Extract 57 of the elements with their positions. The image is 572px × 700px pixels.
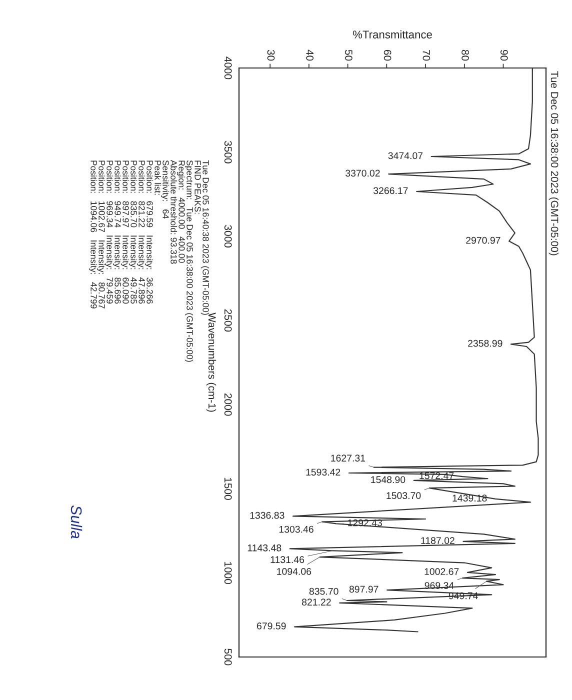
annotation: 1548.90 [371,476,406,484]
annotation: 1303.46 [279,526,314,533]
text: FIND PEAKS: [194,160,201,214]
x-tick-label: 60 [384,50,392,61]
text: Tue Dec 05 16:40:38 2023 (GMT-05:00) [200,160,210,315]
annotation: 1593.42 [306,468,340,476]
y-tick-label: 2000 [224,394,232,416]
annotation: 1439.18 [452,494,487,502]
text: Position: 1002.67 Intensity: 80.767 [96,160,106,308]
text: Position: 679.59 Intensity: 36.266 [144,160,154,304]
text: Spectrum: Tue Dec 05 16:38:00 2023 (GMT-05:00) [184,160,194,362]
x-tick-label: 40 [306,50,314,61]
annotation: 1131.46 [270,556,304,564]
text: Position: 897.97 Intensity: 60.090 [120,160,130,304]
text: Position: 835.70 Intensity: 49.785 [128,160,138,304]
text: Absolute threshold: 93.318 [170,160,178,264]
y-tick-label: 4000 [224,56,232,80]
annotation: 821.22 [302,598,331,606]
text: Position: 821.22 Intensity: 47.896 [136,160,146,304]
y-tick-label: 500 [224,648,232,666]
annotation: 1292.43 [348,519,382,526]
text: Sensitivity: 64 [160,160,170,219]
y-tick-label: 2500 [224,309,232,332]
text: Region: 4000.00 400.00 [176,160,186,263]
annotation: 1002.67 [424,568,459,576]
y-tick-label: 1000 [224,562,232,584]
annotation: 969.34 [424,582,454,589]
annotation: 835.70 [309,588,338,595]
text: Tue Dec 05 16:38:00 2023 (GMT-05:00) [548,71,559,256]
y-tick-label: 3000 [224,225,232,248]
annotation: 679.59 [257,622,286,630]
annotation: 3266.17 [373,187,408,194]
x-axis-title: %Transmittance [352,30,432,38]
x-tick-label: 30 [267,50,275,61]
annotation: 1336.83 [250,512,284,519]
annotation: 1143.48 [248,544,282,552]
y-axis-title: Wavenumbers (cm-1) [206,312,216,412]
annotation: 2358.99 [468,340,502,347]
x-tick-label: 70 [422,50,430,61]
annotation: 1503.70 [386,492,421,500]
annotation: 2970.97 [466,236,500,244]
annotation: 1094.06 [277,568,312,575]
text: Peak list: [154,160,162,195]
annotation: 897.97 [349,586,378,593]
y-tick-label: 3500 [224,140,232,164]
annotation: 1627.31 [331,454,366,462]
y-tick-label: 1500 [224,478,232,500]
x-tick-label: 50 [345,50,352,61]
text: Position: 969.34 Intensity: 79.459 [104,160,114,304]
x-tick-label: 80 [462,50,469,61]
x-tick-label: 90 [500,50,508,61]
annotation: 3474.07 [388,152,423,160]
text: Position: 949.74 Intensity: 85.696 [112,160,122,304]
annotation: 1187.02 [421,537,454,544]
text: Sulla [70,505,82,538]
text: Position: 1094.06 Intensity: 42.799 [88,160,98,308]
annotation: 3370.02 [346,170,380,177]
